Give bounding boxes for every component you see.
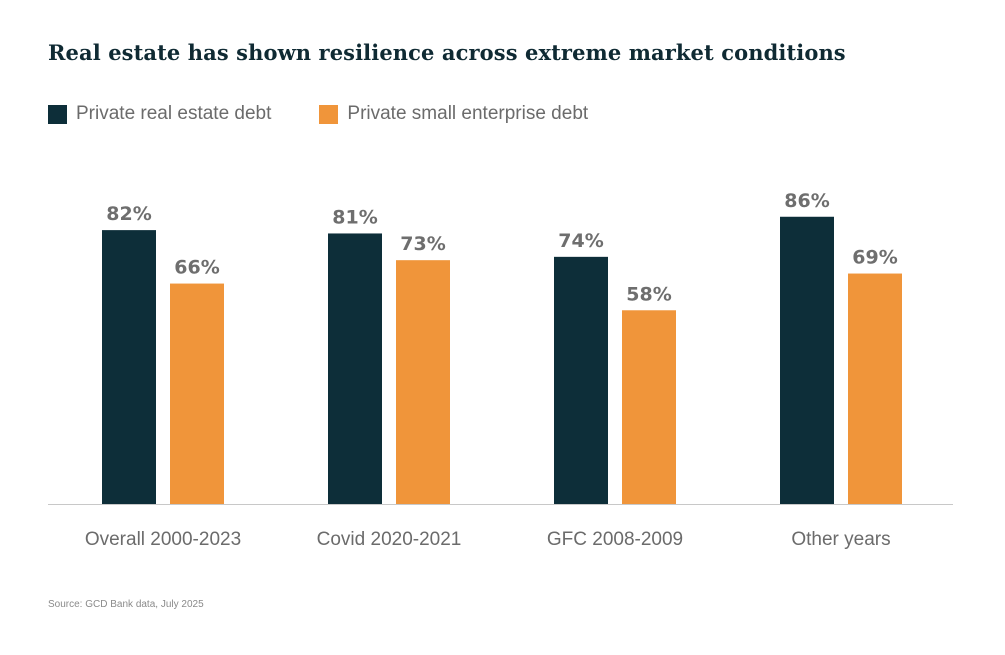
bar-small-enterprise-2 <box>622 310 676 504</box>
bar-small-enterprise-3 <box>848 273 902 504</box>
x-tick-label-1: Covid 2020-2021 <box>317 529 462 550</box>
bar-small-enterprise-0 <box>170 283 224 504</box>
bar-small-enterprise-1 <box>396 260 450 504</box>
x-tick-label-2: GFC 2008-2009 <box>547 529 683 550</box>
data-label-small-enterprise-1: 73% <box>400 233 445 255</box>
bar-real-estate-3 <box>780 216 834 504</box>
data-label-real-estate-0: 82% <box>106 203 151 225</box>
legend-item-real-estate: Private real estate debt <box>48 103 271 125</box>
source-note: Source: GCD Bank data, July 2025 <box>48 599 204 610</box>
legend: Private real estate debt Private small e… <box>48 103 636 125</box>
x-tick-label-3: Other years <box>791 529 890 550</box>
bar-real-estate-2 <box>554 256 608 504</box>
bar-real-estate-1 <box>328 233 382 504</box>
data-label-real-estate-3: 86% <box>784 190 829 212</box>
data-label-small-enterprise-2: 58% <box>626 283 671 305</box>
data-label-real-estate-2: 74% <box>558 230 603 252</box>
legend-label-real-estate: Private real estate debt <box>76 103 272 124</box>
legend-item-small-enterprise: Private small enterprise debt <box>319 103 588 125</box>
x-tick-label-0: Overall 2000-2023 <box>85 529 241 550</box>
legend-label-small-enterprise: Private small enterprise debt <box>347 103 589 124</box>
data-label-real-estate-1: 81% <box>332 206 377 228</box>
data-label-small-enterprise-0: 66% <box>174 257 219 279</box>
chart-title: Real estate has shown resilience across … <box>48 40 846 65</box>
legend-swatch-real-estate <box>48 104 67 124</box>
legend-swatch-small-enterprise <box>319 104 339 124</box>
data-label-small-enterprise-3: 69% <box>852 247 897 269</box>
bar-real-estate-0 <box>102 230 156 504</box>
